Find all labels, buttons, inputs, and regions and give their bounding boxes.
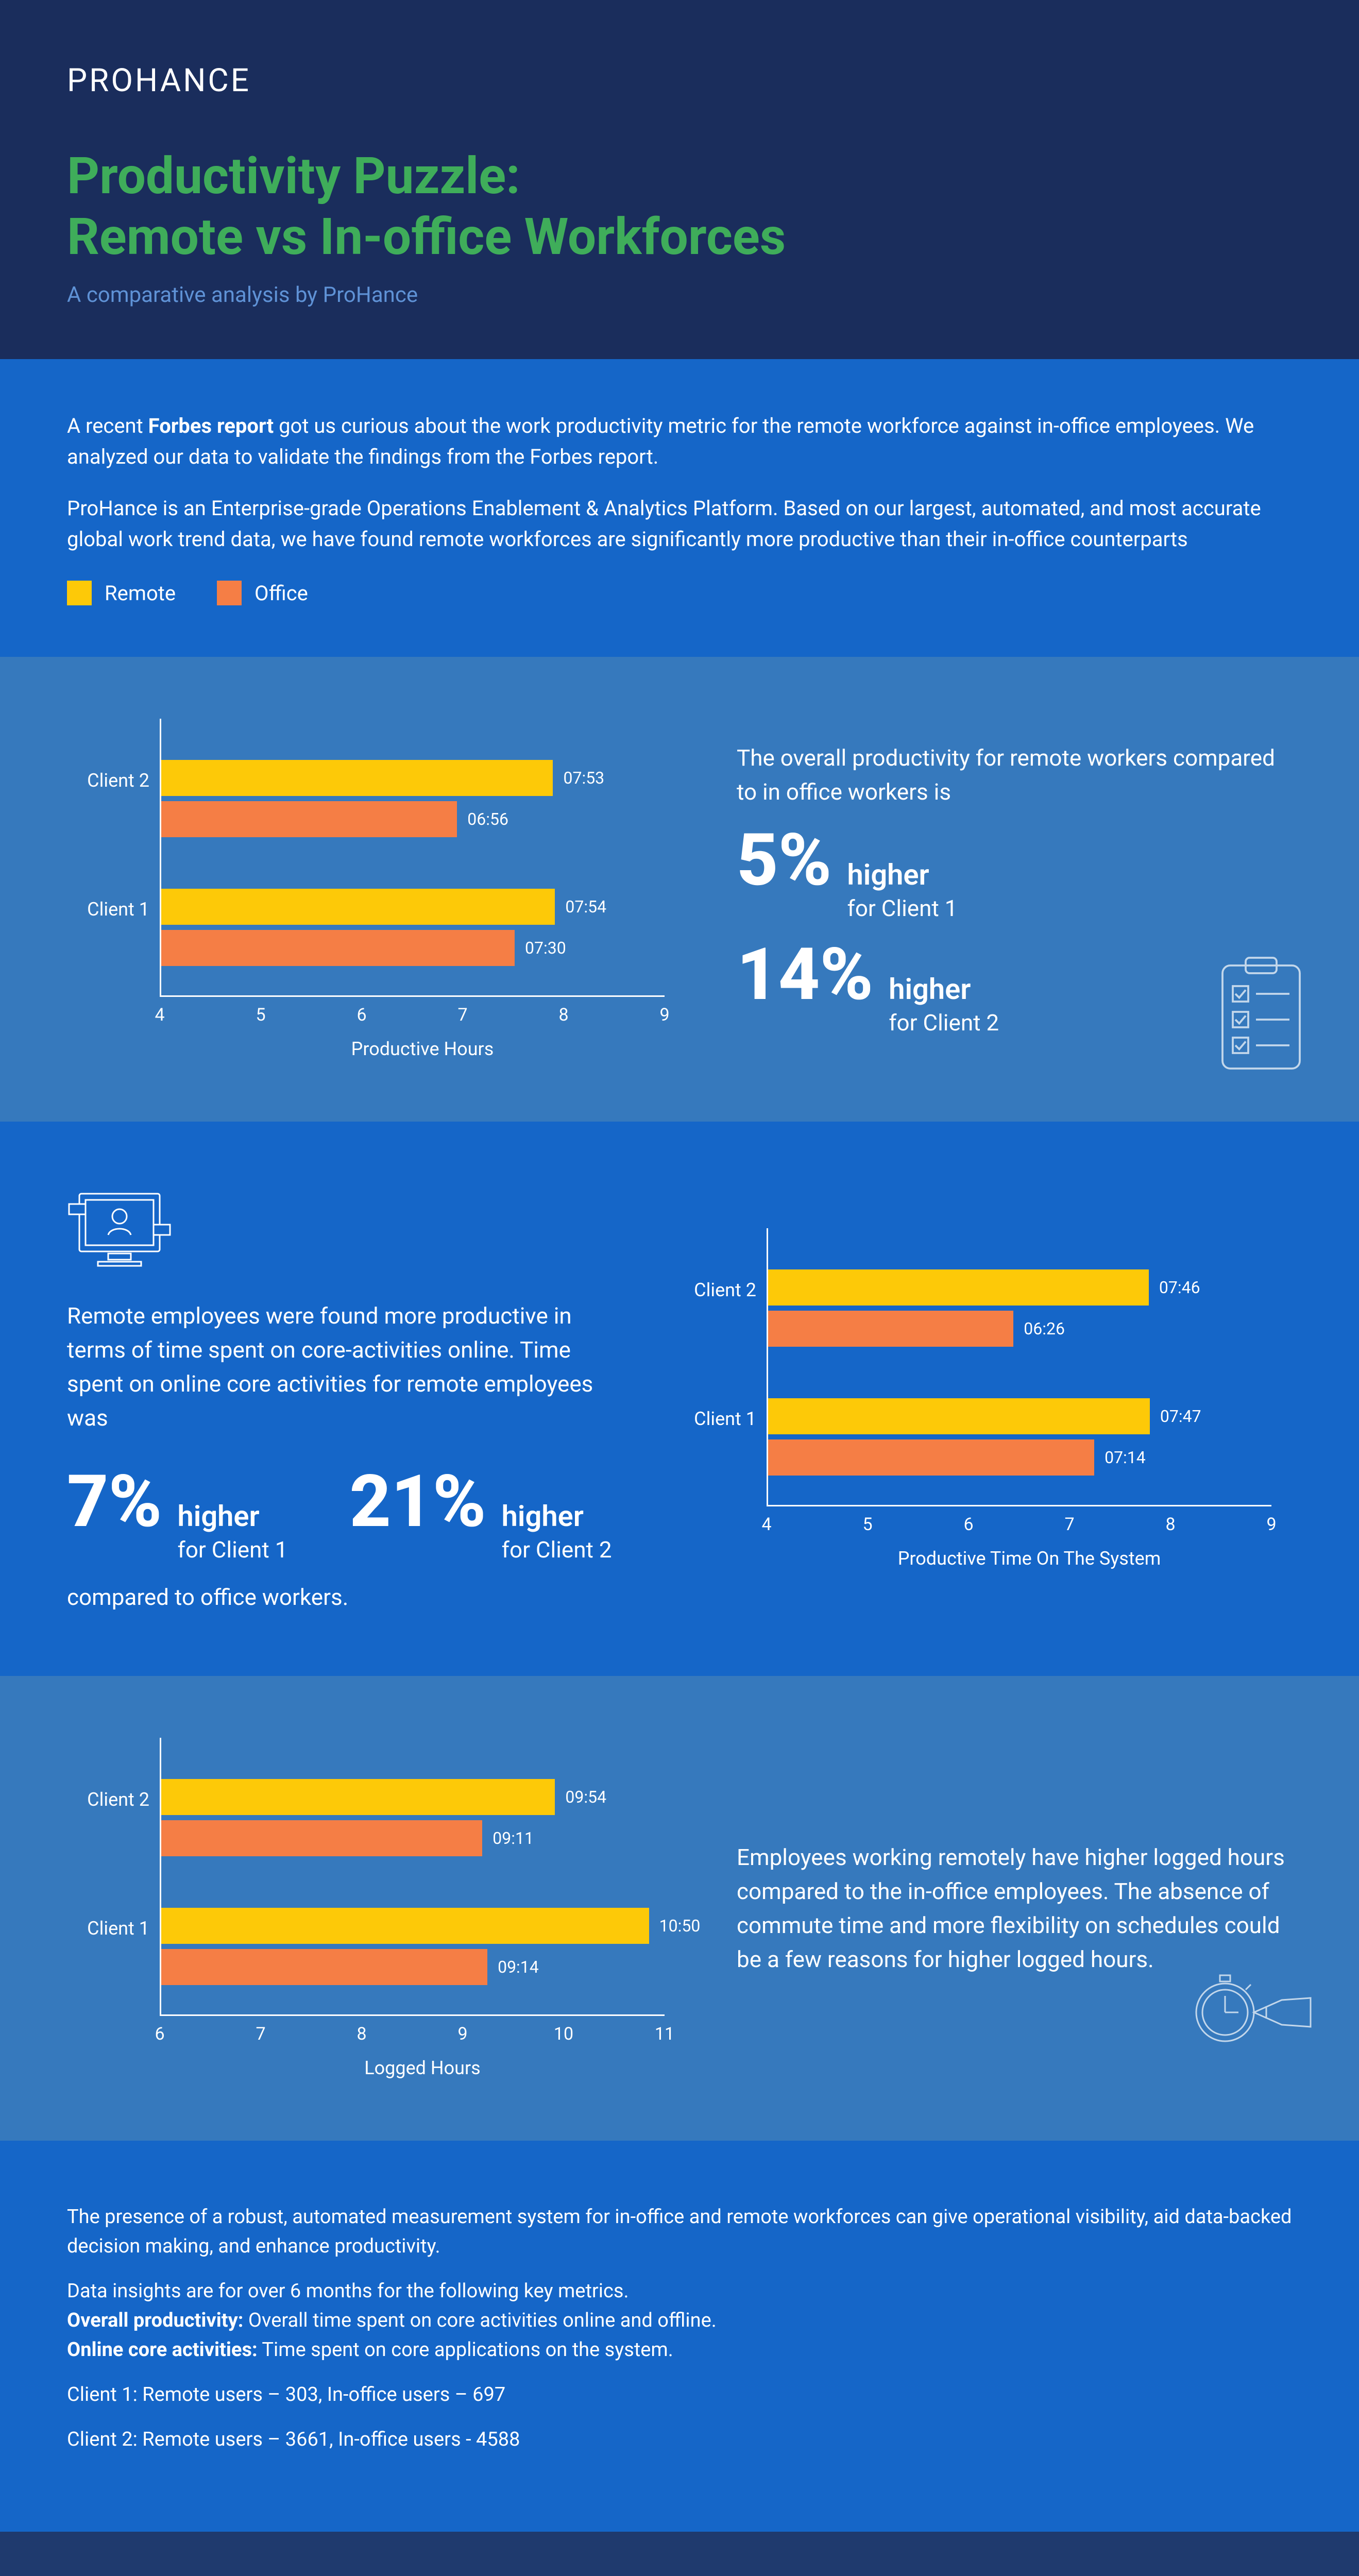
legend-office: Office (217, 581, 308, 605)
legend-remote: Remote (67, 581, 176, 605)
bar-value-label: 06:56 (467, 809, 508, 829)
s1-text: The overall productivity for remote work… (737, 741, 1292, 1038)
x-tick-label: 5 (862, 1514, 872, 1535)
x-tick-label: 7 (457, 1005, 467, 1025)
x-tick-label: 11 (655, 2024, 674, 2044)
stat-client2: 21% higherfor Client 2 (349, 1466, 611, 1565)
bar: 06:26 (768, 1311, 1013, 1347)
bar: 06:56 (161, 801, 457, 837)
x-tick-label: 10 (554, 2024, 573, 2044)
x-tick-label: 9 (1266, 1514, 1276, 1535)
section-logged-hours: 09:54 09:11 10:50 09:14 Client 2 Client 1 6 7… (0, 1676, 1359, 2141)
xaxis: 67891011 (160, 2016, 665, 2057)
x-tick-label: 8 (558, 1005, 568, 1025)
bar: 09:54 (161, 1779, 555, 1815)
y-category-label: Client 2 (67, 770, 149, 791)
bar-value-label: 07:14 (1105, 1448, 1146, 1467)
bar: 07:30 (161, 930, 515, 966)
x-tick-label: 9 (659, 1005, 669, 1025)
swatch-office (217, 581, 242, 605)
bar: 09:11 (161, 1820, 482, 1856)
bar: 10:50 (161, 1908, 649, 1944)
bar: 09:14 (161, 1949, 487, 1985)
stat-client2: 14% higherfor Client 2 (737, 939, 1292, 1038)
x-tick-label: 5 (256, 1005, 265, 1025)
title-line-1: Productivity Puzzle: (67, 146, 520, 206)
bar-value-label: 10:50 (659, 1916, 701, 1936)
x-tick-label: 4 (155, 1005, 164, 1025)
intro-p2: ProHance is an Enterprise-grade Operatio… (67, 493, 1292, 555)
y-category-label: Client 1 (67, 1918, 149, 1939)
bar-value-label: 07:30 (525, 938, 566, 958)
x-tick-label: 7 (1064, 1514, 1074, 1535)
y-category-label: Client 2 (674, 1279, 756, 1301)
chart-productive-hours: 07:53 06:56 07:54 07:30 Client 2 Client 1 (67, 719, 685, 997)
y-category-label: Client 1 (67, 899, 149, 920)
stat-client1: 7% higherfor Client 1 (67, 1466, 287, 1565)
xaxis-title: Productive Time On The System (767, 1548, 1292, 1569)
footer: The presence of a robust, automated meas… (0, 2141, 1359, 2532)
x-tick-label: 6 (155, 2024, 164, 2044)
s3-text: Employees working remotely have higher l… (737, 1840, 1292, 1976)
bar: 07:47 (768, 1398, 1150, 1434)
swatch-remote (67, 581, 92, 605)
bar: 07:46 (768, 1269, 1149, 1306)
stat-client1: 5% higherfor Client 1 (737, 824, 1292, 923)
intro-p1: A recent Forbes report got us curious ab… (67, 411, 1292, 472)
subtitle: A comparative analysis by ProHance (67, 282, 1292, 308)
bar-value-label: 06:26 (1024, 1319, 1065, 1338)
chart-system-time: 07:46 06:26 07:47 07:14 Client 2 Client 1 (674, 1228, 1292, 1506)
bar-value-label: 07:53 (563, 768, 604, 788)
bar-value-label: 07:47 (1160, 1406, 1201, 1426)
footer-metrics: Data insights are for over 6 months for … (67, 2277, 1292, 2365)
bar: 07:53 (161, 760, 553, 796)
xaxis-title: Logged Hours (160, 2057, 685, 2079)
bar: 07:54 (161, 889, 555, 925)
stopwatch-icon (1179, 1961, 1313, 2054)
title-line-2: Remote vs In-office Workforces (67, 207, 786, 266)
checklist-icon (1210, 950, 1313, 1079)
x-tick-label: 8 (1165, 1514, 1175, 1535)
xaxis: 456789 (160, 997, 665, 1038)
xaxis: 456789 (767, 1506, 1271, 1548)
section-productive-hours: 07:53 06:56 07:54 07:30 Client 2 Client 1 4 5… (0, 657, 1359, 1122)
bar-value-label: 09:14 (498, 1957, 539, 1977)
page-title: Productivity Puzzle: Remote vs In-office… (67, 146, 1292, 267)
bar-value-label: 07:54 (565, 897, 606, 917)
logo: PROHANCE (67, 62, 1292, 99)
chart-logged-hours: 09:54 09:11 10:50 09:14 Client 2 Client 1 (67, 1738, 685, 2016)
monitor-icon (67, 1183, 180, 1276)
xaxis-title: Productive Hours (160, 1038, 685, 1060)
section-system-time: Remote employees were found more product… (0, 1122, 1359, 1676)
x-tick-label: 9 (457, 2024, 467, 2044)
y-category-label: Client 2 (67, 1789, 149, 1810)
bar-value-label: 09:11 (492, 1828, 534, 1848)
x-tick-label: 6 (963, 1514, 973, 1535)
x-tick-label: 4 (761, 1514, 771, 1535)
legend: Remote Office (67, 581, 1292, 605)
bar-value-label: 07:46 (1159, 1278, 1200, 1297)
y-category-label: Client 1 (674, 1408, 756, 1430)
bar-value-label: 09:54 (565, 1787, 606, 1807)
intro-section: A recent Forbes report got us curious ab… (0, 359, 1359, 657)
header: PROHANCE Productivity Puzzle: Remote vs … (0, 0, 1359, 359)
bar: 07:14 (768, 1439, 1094, 1476)
x-tick-label: 8 (356, 2024, 366, 2044)
x-tick-label: 7 (256, 2024, 265, 2044)
s2-text: Remote employees were found more product… (67, 1183, 622, 1614)
x-tick-label: 6 (356, 1005, 366, 1025)
